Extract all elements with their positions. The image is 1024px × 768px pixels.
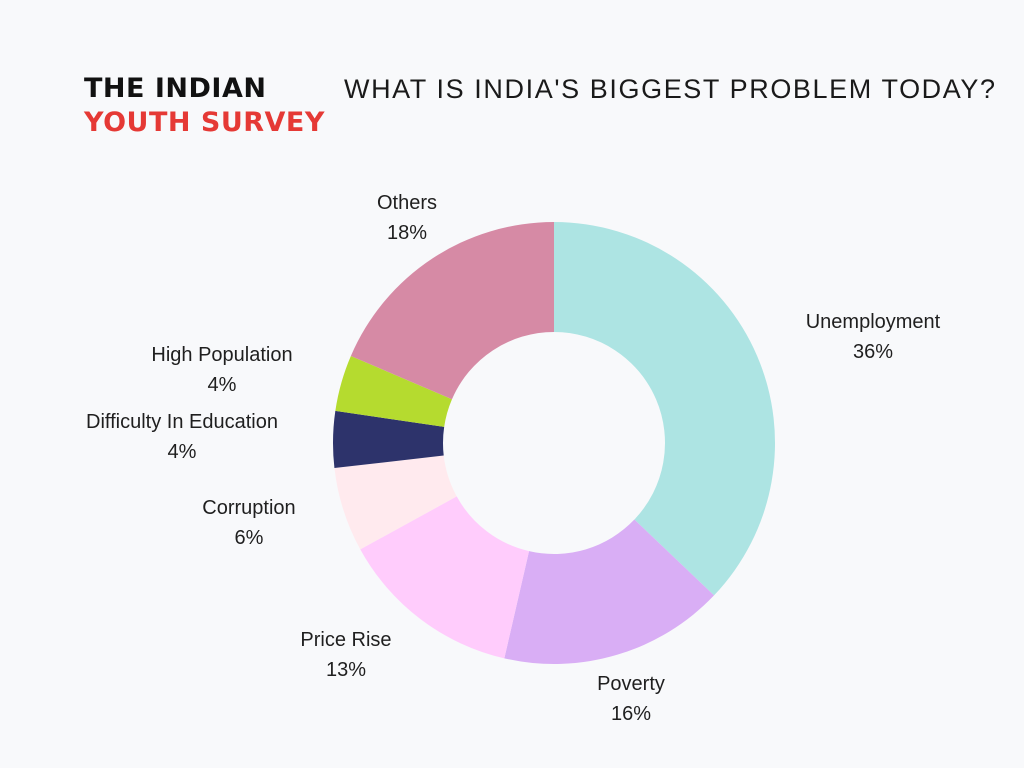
slice-label-poverty: Poverty (597, 673, 665, 695)
slice-value-difficulty-in-education: 4% (168, 441, 197, 463)
slice-label-price-rise: Price Rise (300, 629, 391, 651)
slice-label-others: Others (377, 192, 437, 214)
slice-high-population (335, 355, 452, 427)
slice-label-unemployment: Unemployment (806, 311, 941, 333)
brand-line-2: YOUTH SURVEY (84, 107, 325, 138)
slice-price-rise (360, 496, 530, 659)
slice-others (350, 222, 554, 400)
slice-poverty (504, 519, 715, 664)
slice-value-corruption: 6% (235, 527, 264, 549)
brand-block: THE INDIAN YOUTH SURVEY (84, 72, 325, 140)
slice-label-high-population: High Population (151, 344, 292, 366)
slice-difficulty-in-education (333, 410, 445, 468)
slice-unemployment (554, 222, 776, 596)
slice-value-unemployment: 36% (853, 341, 893, 363)
slice-label-difficulty-in-education: Difficulty In Education (86, 411, 278, 433)
chart-title: WHAT IS INDIA'S BIGGEST PROBLEM TODAY? (344, 74, 997, 104)
slice-value-high-population: 4% (208, 374, 237, 396)
slice-label-corruption: Corruption (202, 497, 295, 519)
slice-value-poverty: 16% (611, 703, 651, 725)
slice-value-others: 18% (387, 222, 427, 244)
brand-line-1: THE INDIAN (84, 73, 267, 104)
slice-value-price-rise: 13% (326, 659, 366, 681)
slice-corruption (334, 455, 457, 550)
